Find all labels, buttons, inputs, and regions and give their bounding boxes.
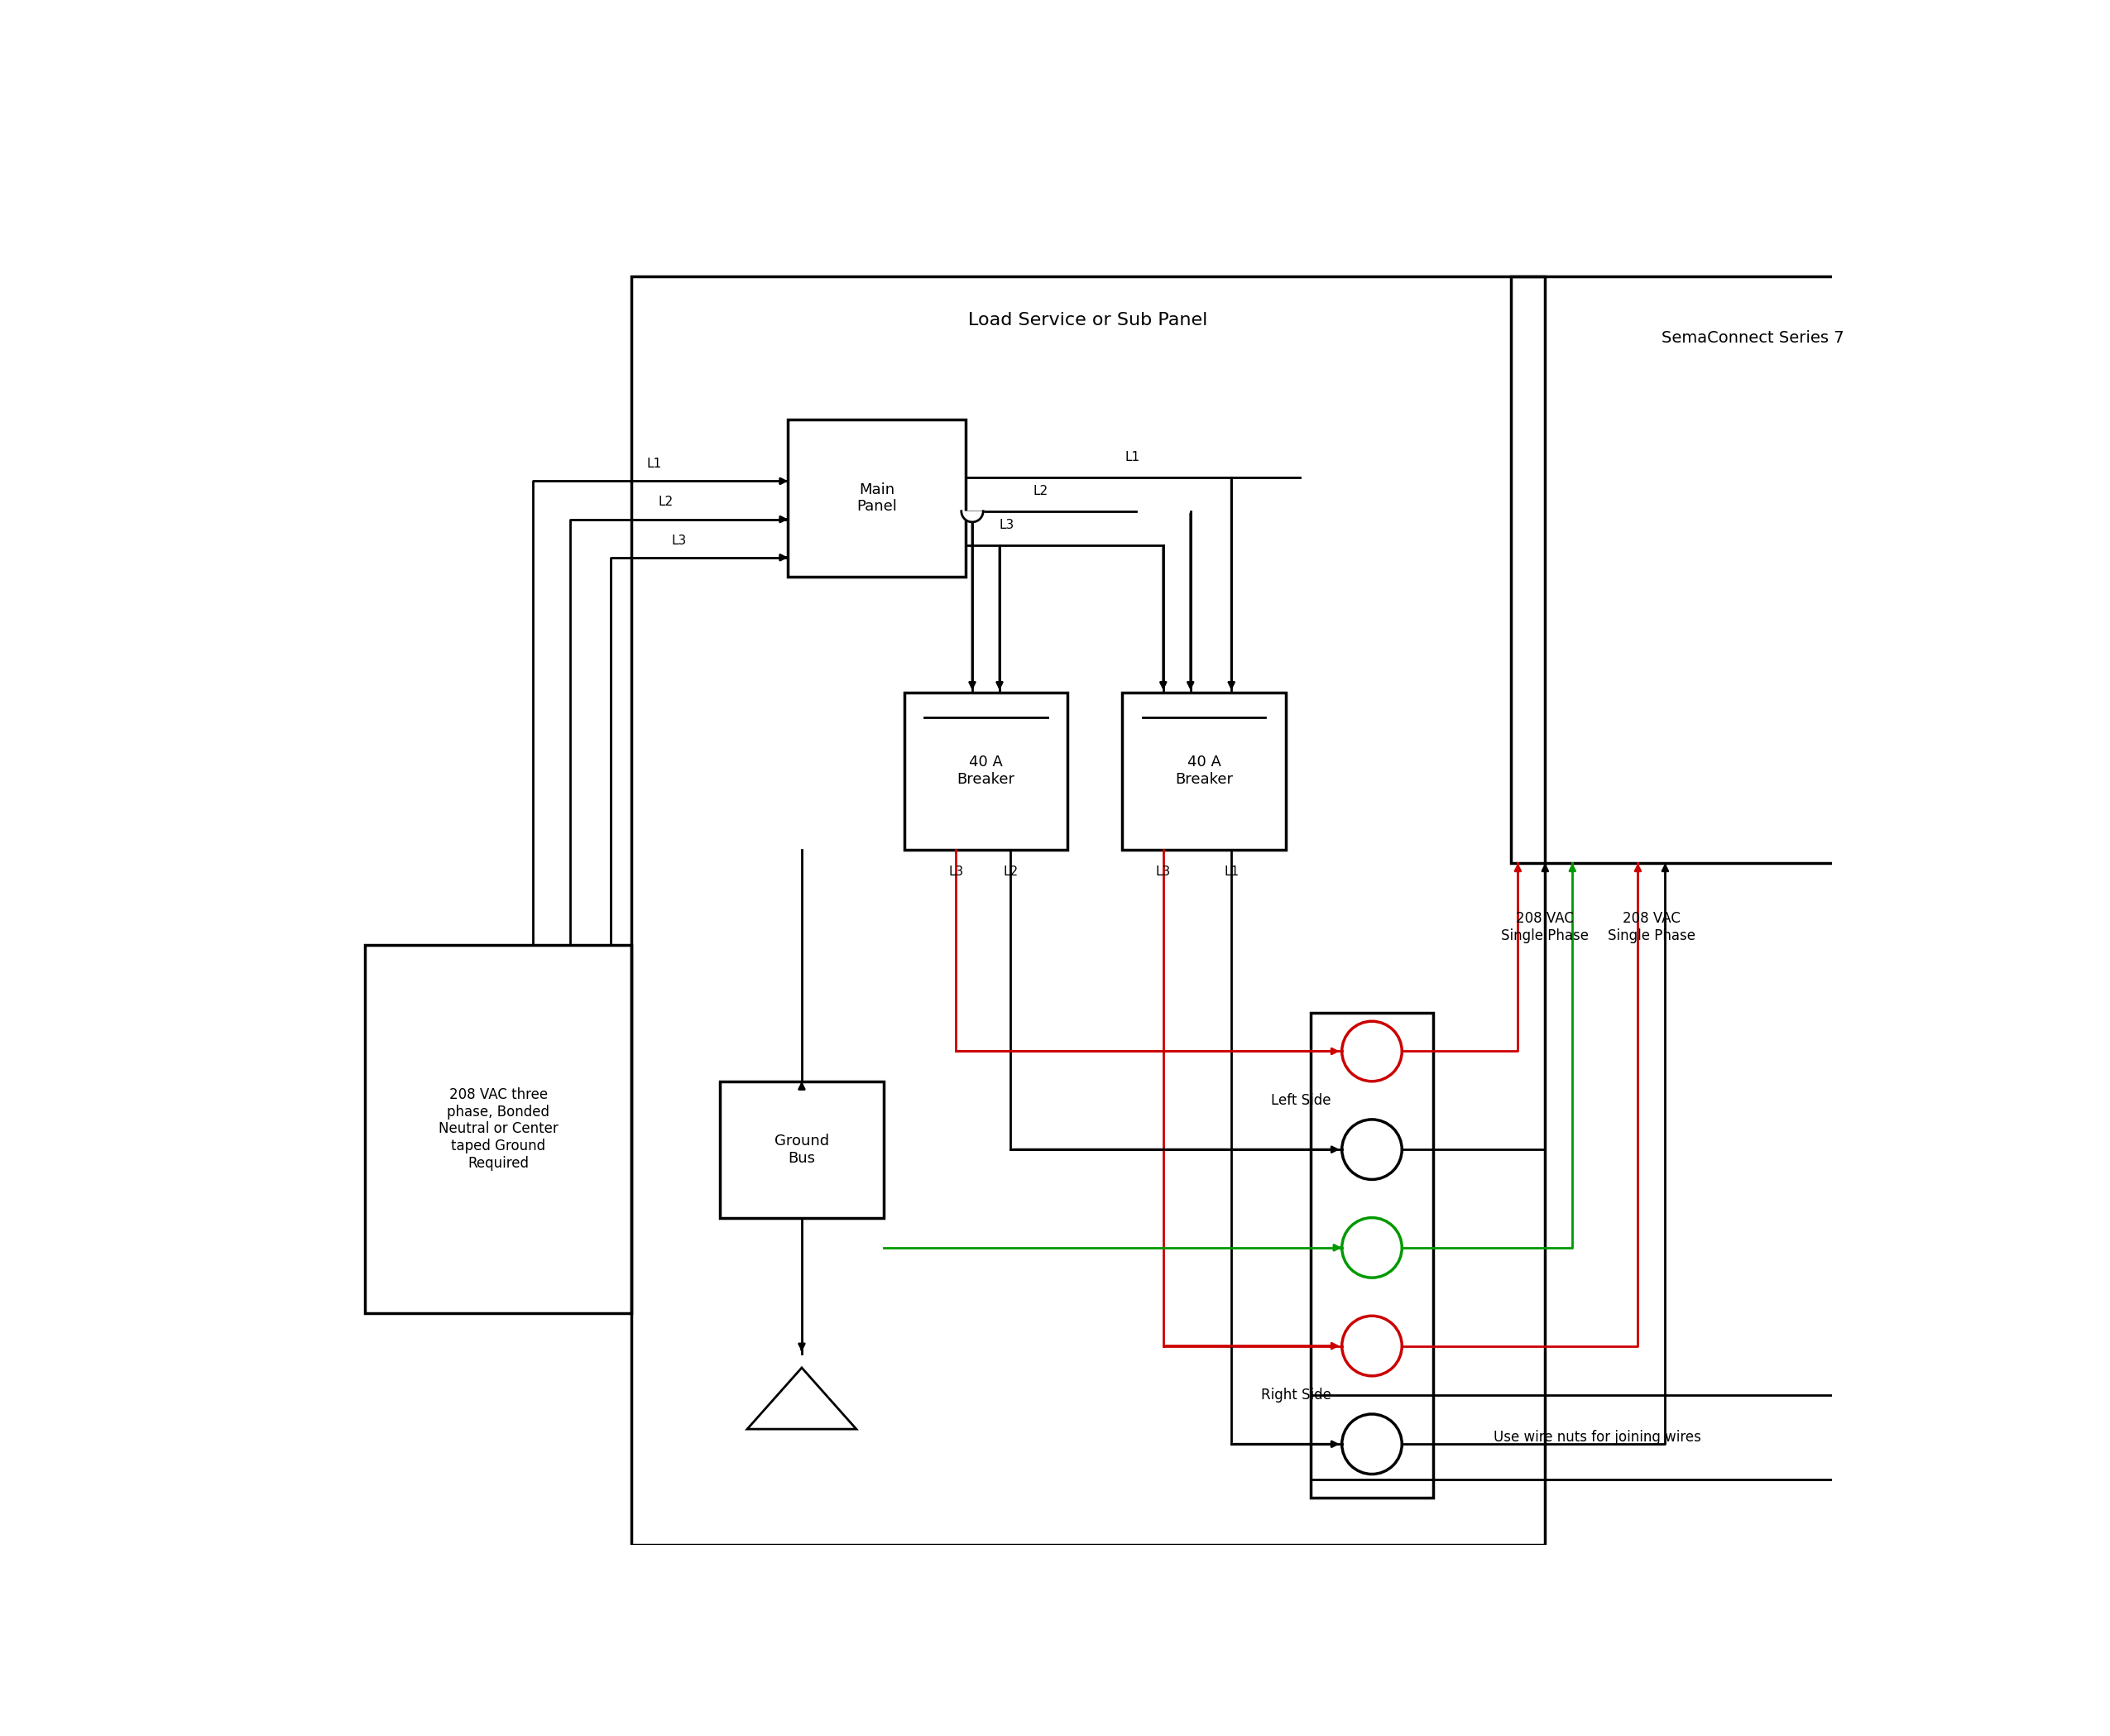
Text: L1: L1 [1125,451,1139,464]
Text: 208 VAC three
phase, Bonded
Neutral or Center
taped Ground
Required: 208 VAC three phase, Bonded Neutral or C… [439,1087,559,1170]
Bar [631,276,1545,1545]
Bar [1310,1014,1433,1496]
Text: Main
Panel: Main Panel [857,483,897,514]
Text: L2: L2 [1034,484,1049,498]
Text: Ground
Bus: Ground Bus [774,1134,829,1165]
Text: Load Service or Sub Panel: Load Service or Sub Panel [968,312,1207,328]
Text: SemaConnect Series 7: SemaConnect Series 7 [1663,330,1844,345]
Text: 208 VAC
Single Phase: 208 VAC Single Phase [1608,911,1694,943]
Bar [903,693,1068,849]
Text: Left Side: Left Side [1270,1094,1331,1108]
Text: L3: L3 [1156,866,1171,878]
Text: 40 A
Breaker: 40 A Breaker [1175,755,1232,786]
Bar [1511,276,1996,863]
Text: 208 VAC
Single Phase: 208 VAC Single Phase [1502,911,1589,943]
Text: L3: L3 [947,866,964,878]
Text: L2: L2 [1002,866,1017,878]
Bar [1310,1396,1884,1479]
Bar [1123,693,1285,849]
Text: Right Side: Right Side [1262,1387,1331,1403]
Text: L1: L1 [1224,866,1239,878]
Bar [720,1082,884,1217]
Bar [365,944,631,1312]
Text: L3: L3 [998,519,1015,531]
Text: 40 A
Breaker: 40 A Breaker [958,755,1015,786]
Text: L2: L2 [658,496,673,509]
Bar [789,420,966,576]
Text: L3: L3 [671,535,686,547]
Text: Use wire nuts for joining wires: Use wire nuts for joining wires [1494,1430,1701,1444]
Text: L1: L1 [646,458,660,470]
